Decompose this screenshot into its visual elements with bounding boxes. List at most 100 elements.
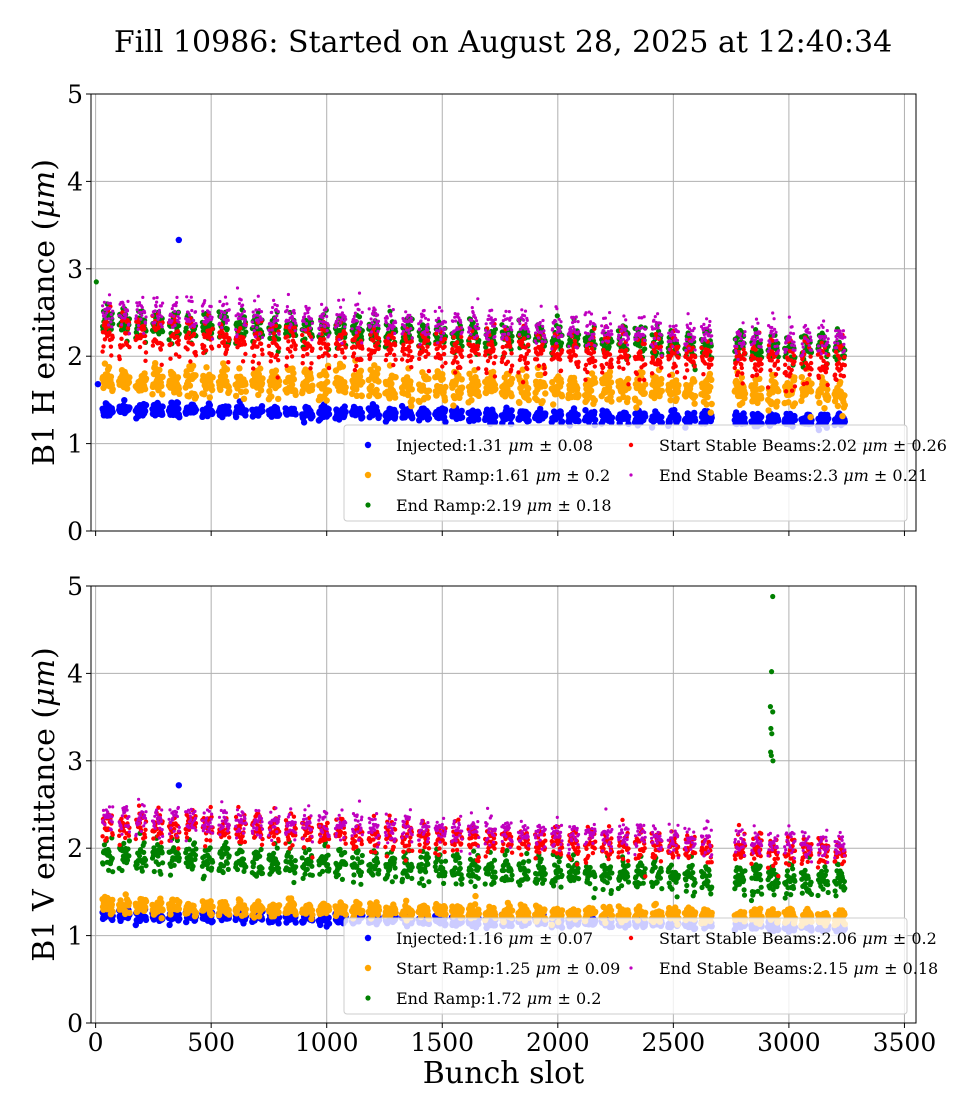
data-point xyxy=(339,305,343,309)
data-point xyxy=(159,373,166,380)
data-point xyxy=(439,337,443,341)
data-point xyxy=(94,380,102,388)
data-point xyxy=(591,408,598,416)
data-point xyxy=(206,394,213,401)
data-point xyxy=(217,321,222,325)
data-point xyxy=(257,365,264,372)
data-point xyxy=(302,366,309,373)
data-point xyxy=(554,313,560,319)
data-point xyxy=(109,320,113,324)
data-point xyxy=(244,324,248,328)
data-point xyxy=(143,321,148,325)
data-point xyxy=(475,416,482,423)
data-point xyxy=(543,340,547,344)
data-point xyxy=(388,380,395,387)
data-point xyxy=(150,343,156,348)
data-point xyxy=(601,340,605,344)
data-point xyxy=(525,396,532,404)
data-point xyxy=(741,414,748,422)
data-point xyxy=(342,384,349,391)
data-point xyxy=(525,417,532,424)
data-point xyxy=(325,406,332,413)
data-point xyxy=(389,314,393,318)
series-1 xyxy=(94,236,848,434)
data-point xyxy=(540,348,546,353)
data-point xyxy=(470,318,474,322)
data-point xyxy=(453,354,458,360)
data-point xyxy=(704,338,708,342)
data-point xyxy=(573,319,577,324)
data-point xyxy=(127,344,132,350)
data-point xyxy=(624,318,628,322)
data-point xyxy=(339,318,344,322)
data-point xyxy=(467,336,472,341)
data-point xyxy=(504,309,508,313)
data-point xyxy=(138,310,143,314)
data-point xyxy=(536,363,542,368)
data-point xyxy=(308,326,313,330)
data-point xyxy=(192,393,200,400)
data-point xyxy=(770,325,774,330)
data-point xyxy=(376,346,381,352)
data-point xyxy=(605,384,613,391)
data-point xyxy=(798,397,805,405)
data-point xyxy=(542,366,547,371)
data-point xyxy=(190,308,194,313)
data-point xyxy=(691,378,698,385)
data-point xyxy=(559,348,565,353)
data-point xyxy=(201,391,208,398)
data-point xyxy=(225,343,230,349)
data-point xyxy=(550,401,557,408)
data-point xyxy=(600,365,606,370)
data-point xyxy=(643,338,647,342)
data-point xyxy=(753,341,757,345)
data-point xyxy=(609,364,615,370)
data-point xyxy=(267,328,271,332)
data-point xyxy=(109,408,116,416)
data-point xyxy=(208,386,216,394)
data-point xyxy=(323,397,330,404)
data-point xyxy=(708,414,715,421)
data-point xyxy=(321,312,326,316)
data-point xyxy=(359,357,364,362)
data-point xyxy=(176,338,181,343)
data-point xyxy=(526,342,531,347)
chart-title: Fill 10986: Started on August 28, 2025 a… xyxy=(114,25,892,60)
data-point xyxy=(284,363,289,368)
data-point xyxy=(776,349,780,353)
data-point xyxy=(576,320,580,324)
data-point xyxy=(236,365,243,372)
data-point xyxy=(490,308,494,312)
data-point xyxy=(287,311,291,315)
data-point xyxy=(357,291,362,295)
data-point xyxy=(275,375,280,380)
data-point xyxy=(107,293,112,297)
data-point xyxy=(140,305,144,310)
data-point xyxy=(569,334,573,338)
data-point xyxy=(321,316,325,320)
data-point xyxy=(441,406,449,413)
data-point xyxy=(369,324,373,328)
data-point xyxy=(518,322,522,326)
data-point xyxy=(525,366,530,372)
data-point xyxy=(825,394,832,401)
data-point xyxy=(303,328,308,332)
data-point xyxy=(841,392,848,399)
data-point xyxy=(476,297,480,301)
data-point xyxy=(256,294,260,298)
data-point xyxy=(656,326,660,330)
data-point xyxy=(253,335,258,339)
data-point xyxy=(354,363,359,369)
data-point xyxy=(285,305,289,309)
data-point xyxy=(240,395,248,402)
data-point xyxy=(669,339,673,344)
data-point xyxy=(290,376,298,383)
data-point xyxy=(525,411,532,418)
data-point xyxy=(188,359,193,364)
data-point xyxy=(172,314,176,318)
data-point xyxy=(134,314,138,318)
data-point xyxy=(739,399,746,407)
data-point xyxy=(108,306,112,311)
data-point xyxy=(743,330,747,334)
